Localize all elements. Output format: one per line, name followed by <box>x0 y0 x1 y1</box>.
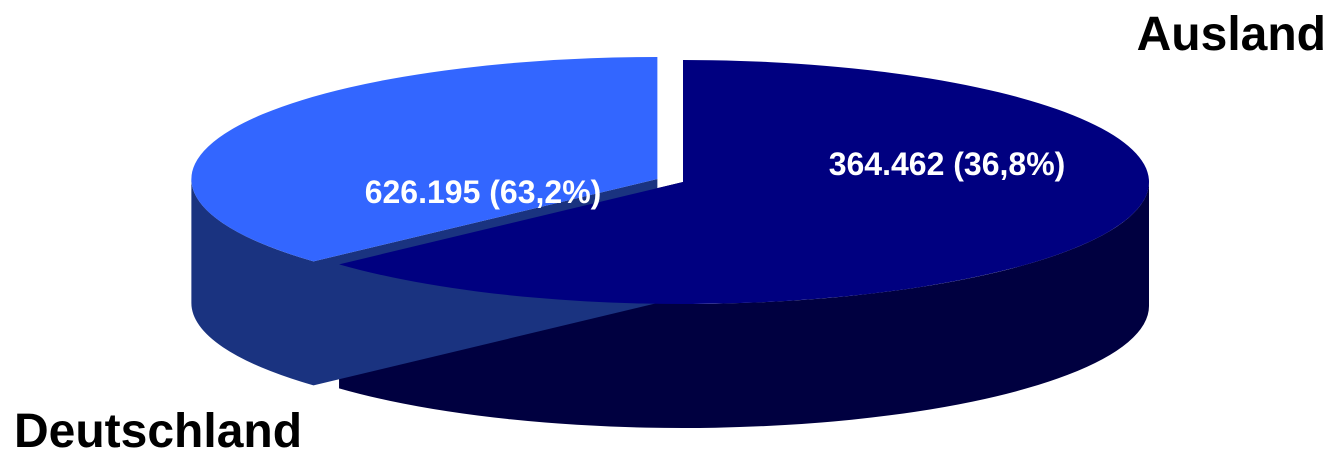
slice-side-deutschland <box>339 182 1149 428</box>
slice-side-ausland <box>191 179 314 386</box>
data-label-deutschland: 626.195 (63,2%) <box>365 174 602 210</box>
category-label-ausland: Ausland <box>1137 8 1326 61</box>
slice-deutschland <box>339 60 1150 304</box>
slice-tops <box>191 57 1150 304</box>
category-label-deutschland: Deutschland <box>14 405 302 457</box>
slice-ausland <box>191 57 658 262</box>
data-label-ausland: 364.462 (36,8%) <box>829 146 1066 182</box>
